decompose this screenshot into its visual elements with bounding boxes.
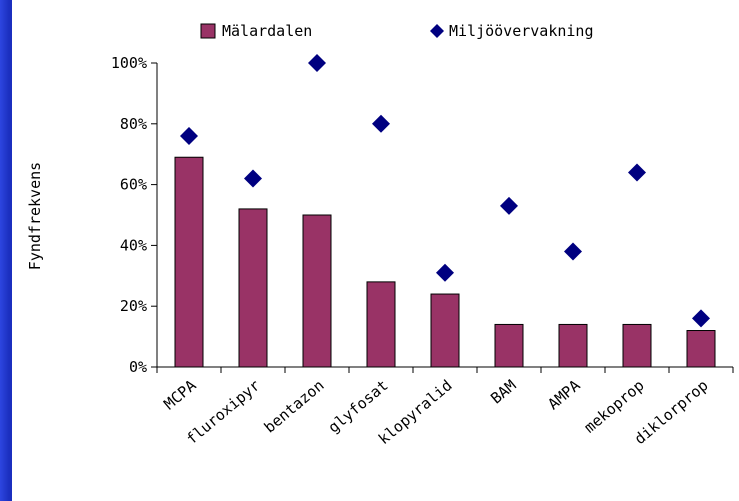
y-tick-label: 20% — [120, 297, 147, 315]
marker-point — [180, 126, 198, 145]
y-tick-label: 100% — [111, 54, 147, 72]
x-tick-label: MCPA — [160, 376, 199, 413]
bar — [238, 208, 268, 368]
marker-point — [628, 163, 646, 182]
bar — [174, 156, 204, 368]
bar — [622, 323, 652, 368]
bar — [558, 323, 588, 368]
marker-point — [564, 242, 582, 261]
x-tick-label: bentazon — [261, 376, 328, 436]
marker-point — [372, 114, 390, 133]
y-tick-label: 0% — [129, 358, 147, 376]
chart-panel — [12, 6, 739, 501]
legend-bar-swatch — [200, 23, 216, 39]
legend-bar-label: Mälardalen — [222, 22, 312, 40]
x-tick-label: AMPA — [544, 376, 583, 413]
marker-point — [244, 169, 262, 188]
y-axis-label: Fyndfrekvens — [26, 162, 44, 270]
marker-point — [500, 196, 518, 215]
marker-point — [692, 309, 710, 328]
bar — [494, 323, 524, 368]
y-tick-label: 80% — [120, 115, 147, 133]
legend-marker-swatch — [430, 24, 444, 38]
bar — [366, 281, 396, 368]
y-tick-label: 60% — [120, 176, 147, 194]
bar — [430, 293, 460, 368]
bar — [686, 330, 716, 368]
legend-marker-label: Miljöövervakning — [449, 22, 594, 40]
marker-point — [308, 54, 326, 72]
x-tick-label: BAM — [487, 376, 519, 407]
marker-point — [436, 263, 454, 282]
bar — [302, 214, 332, 368]
y-tick-label: 40% — [120, 236, 147, 254]
